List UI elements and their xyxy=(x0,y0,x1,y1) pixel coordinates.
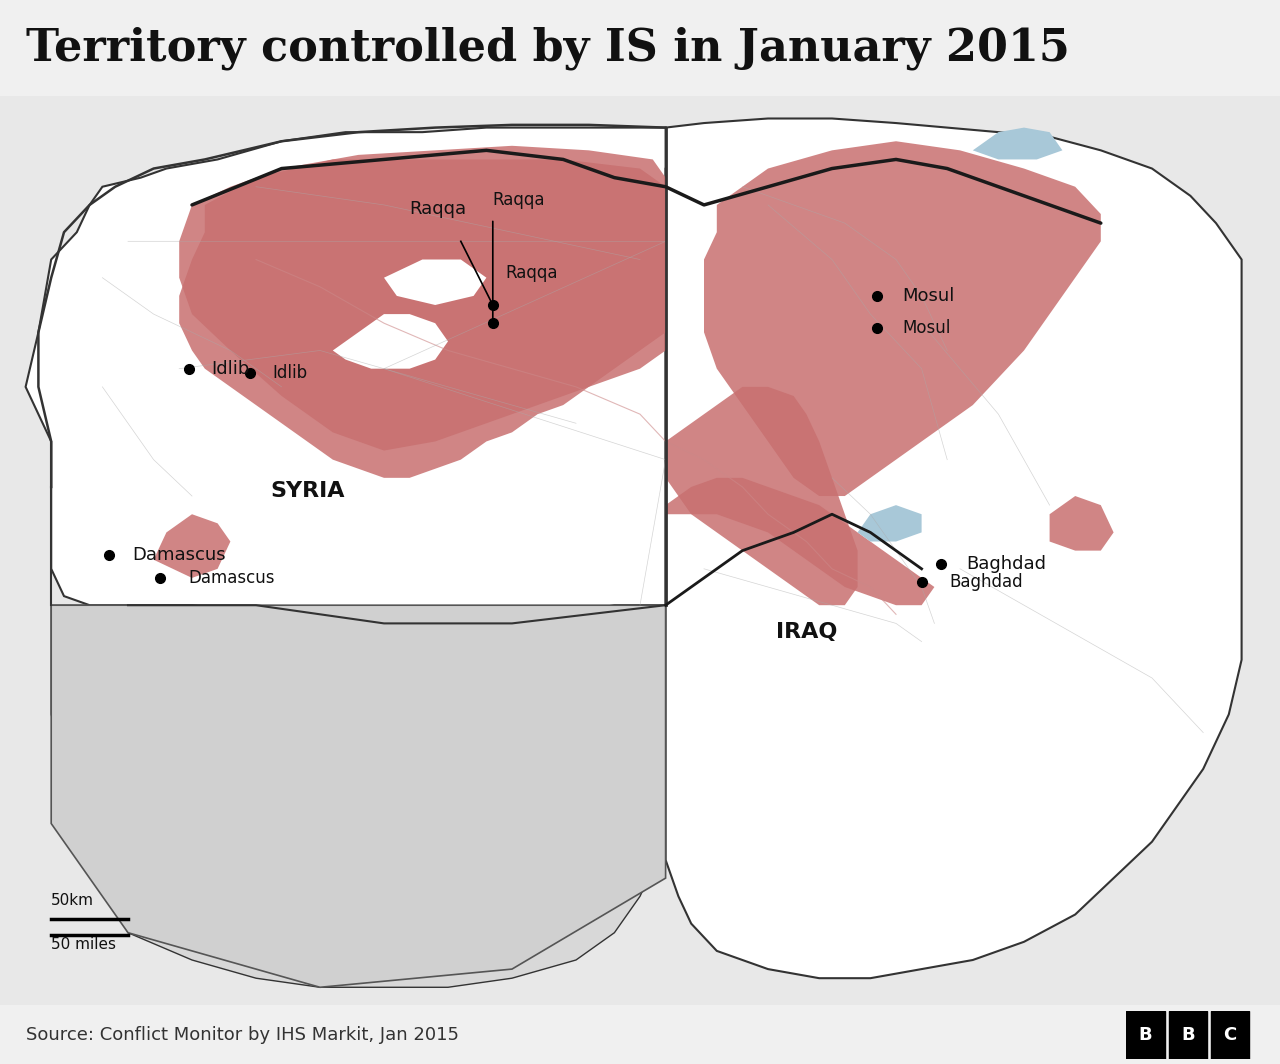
Polygon shape xyxy=(973,128,1062,160)
Text: IRAQ: IRAQ xyxy=(776,622,837,643)
Polygon shape xyxy=(51,605,666,987)
Polygon shape xyxy=(666,118,1242,978)
Polygon shape xyxy=(858,505,922,542)
Polygon shape xyxy=(179,160,666,478)
Polygon shape xyxy=(26,128,678,632)
Text: B: B xyxy=(1181,1026,1194,1044)
Polygon shape xyxy=(384,260,486,305)
Text: Baghdad: Baghdad xyxy=(950,573,1024,592)
Polygon shape xyxy=(179,146,666,450)
Text: C: C xyxy=(1224,1026,1236,1044)
Text: B: B xyxy=(1139,1026,1152,1044)
Text: Damascus: Damascus xyxy=(132,546,225,564)
Bar xyxy=(1211,1011,1249,1059)
Polygon shape xyxy=(51,605,666,987)
Text: Damascus: Damascus xyxy=(188,569,275,587)
Text: Mosul: Mosul xyxy=(902,287,955,305)
Polygon shape xyxy=(704,142,1101,496)
Text: Idlib: Idlib xyxy=(211,360,250,378)
Polygon shape xyxy=(666,478,934,605)
Text: Mosul: Mosul xyxy=(902,319,951,336)
Polygon shape xyxy=(1050,496,1114,551)
Text: Raqqa: Raqqa xyxy=(410,200,467,218)
Bar xyxy=(1169,1011,1207,1059)
Text: SYRIA: SYRIA xyxy=(270,482,344,501)
Text: Source: Conflict Monitor by IHS Markit, Jan 2015: Source: Conflict Monitor by IHS Markit, … xyxy=(26,1026,458,1044)
Text: Territory controlled by IS in January 2015: Territory controlled by IS in January 20… xyxy=(26,27,1070,69)
Text: 50km: 50km xyxy=(51,894,95,909)
Text: 50 miles: 50 miles xyxy=(51,937,116,952)
Text: Baghdad: Baghdad xyxy=(966,555,1047,573)
Polygon shape xyxy=(154,514,230,578)
Polygon shape xyxy=(666,387,858,605)
Bar xyxy=(1126,1011,1165,1059)
Polygon shape xyxy=(333,314,448,369)
Text: Raqqa: Raqqa xyxy=(493,192,545,210)
Text: Idlib: Idlib xyxy=(273,364,307,382)
Text: Raqqa: Raqqa xyxy=(506,264,558,282)
Polygon shape xyxy=(0,96,1280,1005)
